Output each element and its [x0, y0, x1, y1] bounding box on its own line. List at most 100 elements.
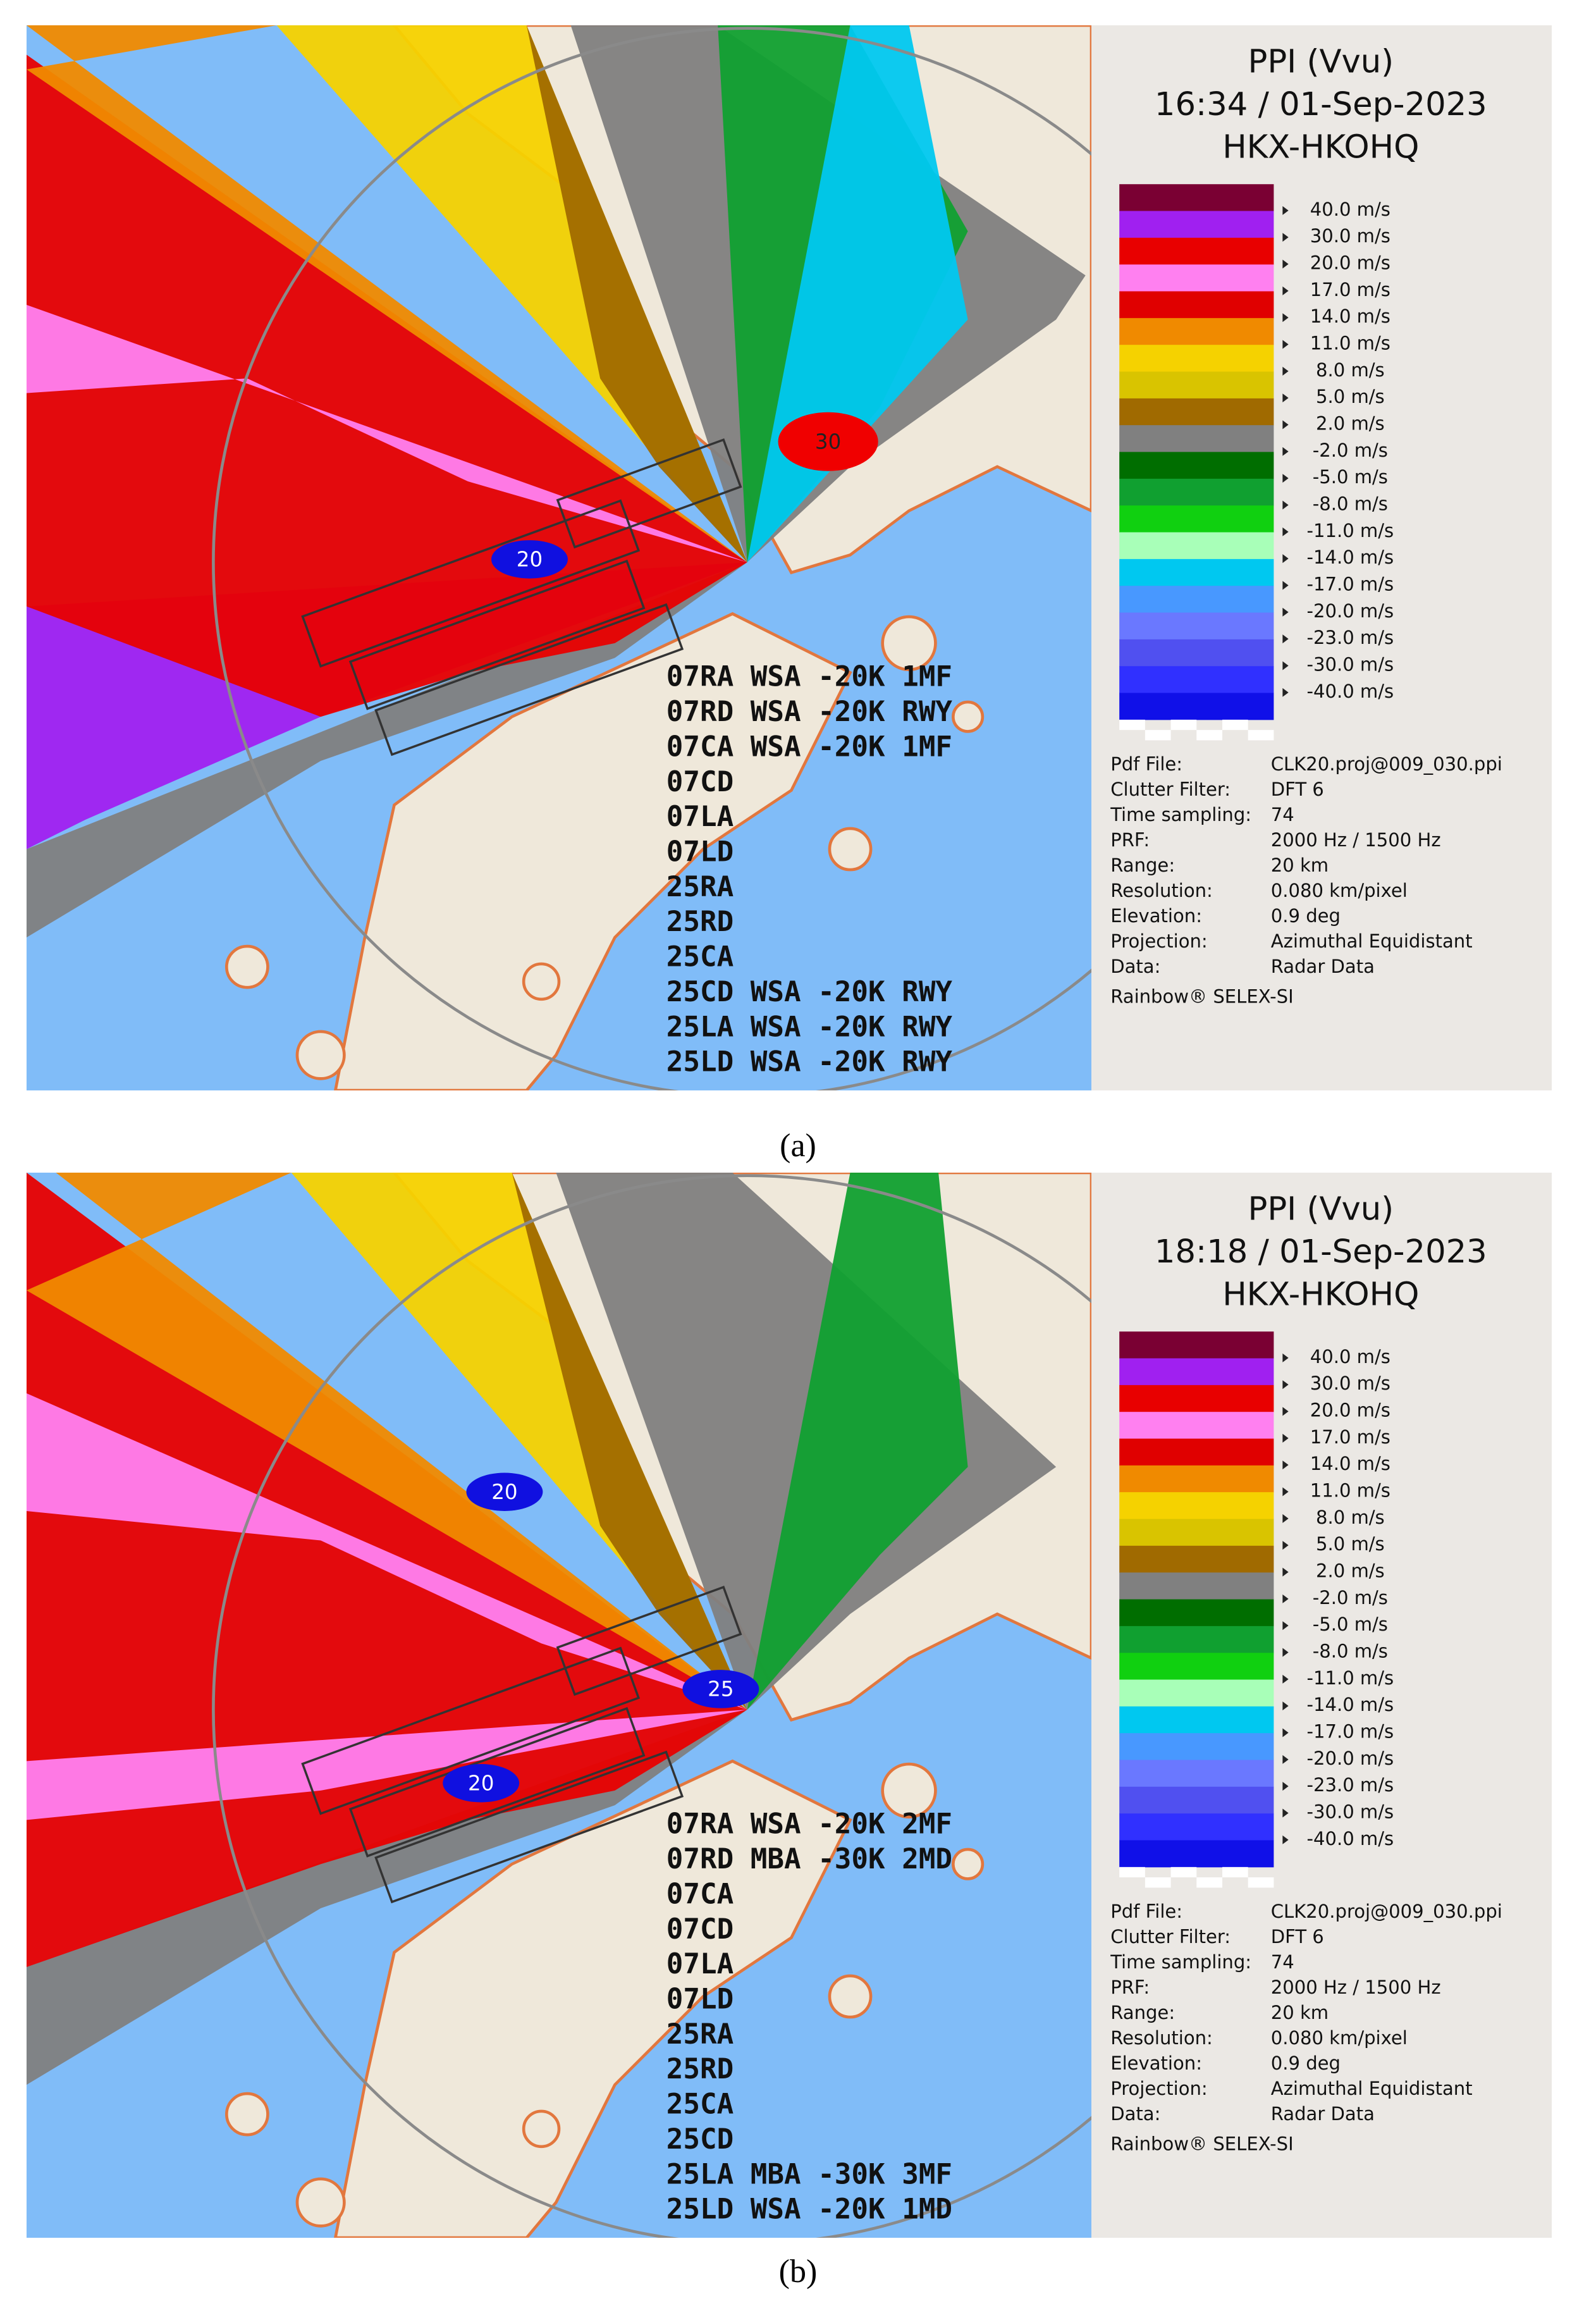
legend-tick [1282, 340, 1289, 349]
panel-title: PPI (Vvu) [1248, 1190, 1394, 1228]
no-data-swatch [1248, 1877, 1274, 1888]
info-value: Azimuthal Equidistant [1271, 2078, 1473, 2099]
runway-alert: 07CD [666, 766, 734, 798]
legend-label: 2.0 m/s [1316, 1560, 1385, 1582]
info-key: Clutter Filter: [1110, 1926, 1231, 1947]
legend-label: -20.0 m/s [1307, 600, 1394, 622]
velocity-area [27, 1709, 747, 2085]
velocity-area [512, 1173, 747, 1710]
legend-label: 40.0 m/s [1310, 199, 1390, 220]
info-key: Projection: [1110, 930, 1208, 952]
legend-tick [1282, 1460, 1289, 1470]
wind-shear-marker [443, 1764, 520, 1803]
runway-alert: 07LA [666, 1948, 734, 1980]
legend-tick [1282, 420, 1289, 429]
legend-label: 30.0 m/s [1310, 1373, 1390, 1394]
runway-alert: 25RD [666, 2053, 734, 2085]
info-key: Elevation: [1110, 2052, 1202, 2074]
runway-alert: 07CA WSA -20K 1MF [666, 731, 952, 763]
legend-label: -23.0 m/s [1307, 627, 1394, 648]
colorbar-swatch [1119, 425, 1274, 452]
legend-tick [1282, 661, 1289, 670]
colorbar-swatch [1119, 693, 1274, 720]
info-value: 0.080 km/pixel [1271, 880, 1408, 901]
legend-tick [1282, 634, 1289, 644]
runway-alert: 25RA [666, 2018, 734, 2051]
info-key: Pdf File: [1110, 753, 1182, 775]
velocity-area [27, 562, 747, 938]
colorbar-swatch [1119, 1492, 1274, 1520]
info-value: 20 km [1271, 855, 1329, 876]
colorbar-swatch [1119, 639, 1274, 667]
island [828, 1974, 873, 2019]
legend-tick [1282, 206, 1289, 215]
legend-label: -17.0 m/s [1307, 573, 1394, 595]
info-key: Projection: [1110, 2078, 1208, 2099]
credit: Rainbow® SELEX-SI [1110, 2133, 1294, 2154]
legend-tick [1282, 581, 1289, 590]
runway-alert: 25LA MBA -30K 3MF [666, 2158, 952, 2190]
legend-tick [1282, 1808, 1289, 1818]
velocity-area [27, 1709, 747, 1820]
runway-box [374, 1750, 684, 1904]
info-key: Time sampling: [1110, 804, 1251, 825]
legend-label: 11.0 m/s [1310, 1480, 1390, 1502]
legend-tick [1282, 500, 1289, 510]
legend-tick [1282, 1835, 1289, 1844]
legend-label: -40.0 m/s [1307, 681, 1394, 702]
legend-label: 14.0 m/s [1310, 1453, 1390, 1474]
legend-label: -14.0 m/s [1307, 546, 1394, 568]
colorbar-swatch [1119, 1572, 1274, 1600]
runway-box [301, 499, 641, 668]
velocity-area [747, 1173, 968, 1710]
panel-title: 16:34 / 01-Sep-2023 [1155, 86, 1487, 123]
island [295, 1030, 346, 1080]
info-value: 2000 Hz / 1500 Hz [1271, 829, 1441, 851]
colorbar-swatch [1119, 1358, 1274, 1386]
panel-title: HKX-HKOHQ [1222, 1276, 1419, 1313]
runway-alert: 07RD WSA -20K RWY [666, 696, 953, 728]
runway-alert: 07RA WSA -20K 1MF [666, 661, 952, 693]
island [881, 1762, 937, 1819]
legend-label: -23.0 m/s [1307, 1774, 1394, 1796]
island [522, 2109, 561, 2149]
info-value: 74 [1271, 804, 1294, 825]
legend-tick [1282, 1728, 1289, 1737]
legend-tick [1282, 447, 1289, 456]
legend-label: -14.0 m/s [1307, 1694, 1394, 1715]
range-ring [212, 1174, 1091, 2238]
colorbar-swatch [1119, 1840, 1274, 1868]
marker-label: 20 [517, 548, 543, 572]
legend-label: 14.0 m/s [1310, 305, 1390, 327]
velocity-area [27, 304, 747, 562]
colorbar-swatch [1119, 1519, 1274, 1546]
legend-tick [1282, 1782, 1289, 1791]
info-key: Pdf File: [1110, 1901, 1182, 1922]
colorbar-swatch [1119, 291, 1274, 319]
caption: (b) [778, 2254, 818, 2290]
legend-label: 40.0 m/s [1310, 1346, 1390, 1367]
runway-box [556, 1586, 742, 1696]
runway-alert: 07LA [666, 801, 734, 833]
credit: Rainbow® SELEX-SI [1110, 985, 1294, 1007]
marker-label: 20 [468, 1772, 494, 1796]
colorbar-swatch [1119, 211, 1274, 238]
legend-tick [1282, 393, 1289, 403]
panel-title: HKX-HKOHQ [1222, 128, 1419, 166]
island [952, 700, 985, 733]
legend-label: -5.0 m/s [1313, 466, 1388, 488]
velocity-area [27, 54, 747, 717]
no-data-swatch [1119, 1866, 1145, 1878]
colorbar-swatch [1119, 1733, 1274, 1760]
legend-tick [1282, 1407, 1289, 1416]
info-key: Elevation: [1110, 905, 1202, 927]
colorbar-swatch [1119, 1438, 1274, 1466]
panel-title: PPI (Vvu) [1248, 43, 1394, 80]
legend-tick [1282, 1514, 1289, 1523]
info-key: PRF: [1110, 1977, 1150, 1998]
no-data-swatch [1119, 719, 1145, 731]
legend-tick [1282, 1353, 1289, 1362]
info-value: 2000 Hz / 1500 Hz [1271, 1977, 1441, 1998]
no-data-swatch [1222, 719, 1248, 731]
